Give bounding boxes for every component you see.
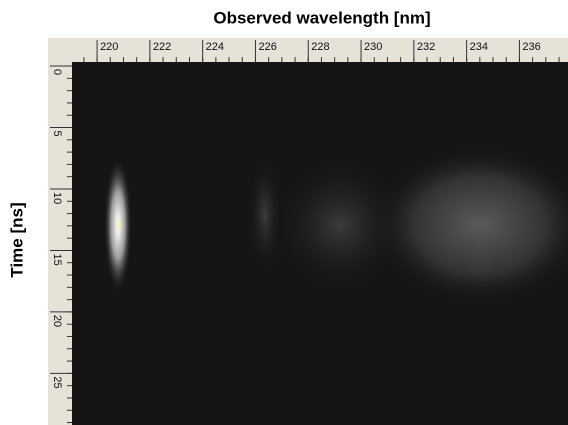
left-ruler <box>48 62 72 425</box>
emission-faint <box>370 145 568 305</box>
x-tick-label: 234 <box>470 41 488 53</box>
x-tick-label: 232 <box>417 41 435 53</box>
emission-faint <box>270 155 410 295</box>
x-tick-label: 224 <box>206 41 224 53</box>
emission-peak <box>104 157 132 293</box>
y-tick-label: 0 <box>51 69 63 75</box>
x-tick-label: 226 <box>258 41 276 53</box>
y-axis-label: Time [ns] <box>7 202 26 277</box>
y-tick-label: 5 <box>51 131 63 137</box>
y-tick-label: 15 <box>51 253 63 265</box>
x-tick-label: 236 <box>522 41 540 53</box>
x-tick-label: 228 <box>311 41 329 53</box>
y-tick-label: 25 <box>51 376 63 388</box>
x-tick-label: 230 <box>364 41 382 53</box>
x-tick-label: 222 <box>153 41 171 53</box>
x-tick-label: 220 <box>100 41 118 53</box>
y-tick-label: 10 <box>51 192 63 204</box>
x-axis-label: Observed wavelength [nm] <box>213 8 430 27</box>
y-tick-label: 20 <box>51 315 63 327</box>
